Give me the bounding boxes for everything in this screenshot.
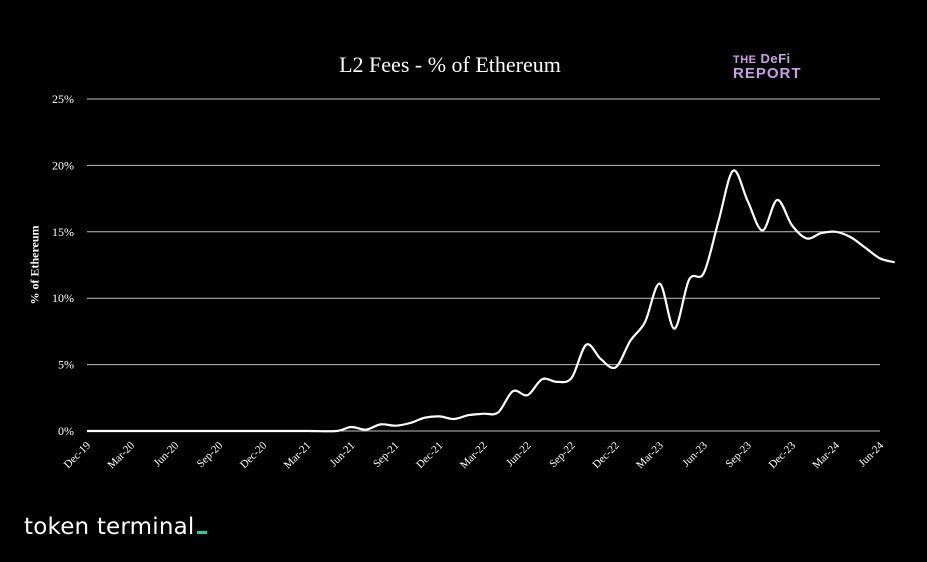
brand-underscore-mark xyxy=(196,531,207,534)
x-tick-label: Jun-23 xyxy=(680,439,710,469)
x-tick-label: Jun-20 xyxy=(152,439,182,469)
y-tick-label: 20% xyxy=(52,158,74,172)
x-tick-label: Sep-23 xyxy=(723,439,754,470)
brand-name: token terminal xyxy=(24,514,195,540)
x-tick-label: Dec-20 xyxy=(238,439,270,471)
x-tick-label: Sep-21 xyxy=(371,440,402,471)
x-tick-label: Dec-21 xyxy=(414,440,445,471)
logo-report: REPORT xyxy=(733,65,802,82)
logo-defi: DeFi xyxy=(760,51,791,66)
x-tick-label: Jun-22 xyxy=(504,440,534,470)
chart-title: L2 Fees - % of Ethereum xyxy=(339,52,561,77)
x-tick-label: Dec-19 xyxy=(62,439,94,471)
y-tick-label: 15% xyxy=(52,225,74,239)
x-tick-label: Sep-22 xyxy=(547,440,578,471)
x-tick-label: Mar-24 xyxy=(810,439,842,471)
x-tick-label: Mar-21 xyxy=(282,440,314,472)
y-tick-label: 10% xyxy=(52,291,74,305)
x-tick-label: Mar-23 xyxy=(634,439,666,471)
x-tick-label: Sep-20 xyxy=(195,439,226,470)
y-tick-label: 0% xyxy=(58,424,74,438)
x-tick-label: Mar-20 xyxy=(106,439,138,471)
logo-the: THE xyxy=(733,54,757,66)
x-tick-label: Jun-24 xyxy=(856,439,886,469)
x-tick-label: Mar-22 xyxy=(458,440,490,472)
series-line-l2-fees xyxy=(87,169,895,433)
x-tick-label: Dec-22 xyxy=(590,440,621,471)
x-tick-label: Jun-21 xyxy=(328,440,358,470)
defi-report-logo: THE DeFi REPORT xyxy=(733,51,823,82)
y-tick-label: 25% xyxy=(52,92,74,106)
x-tick-label: Dec-23 xyxy=(767,439,799,471)
y-tick-label: 5% xyxy=(58,358,74,372)
token-terminal-brand: token terminal xyxy=(24,514,207,540)
